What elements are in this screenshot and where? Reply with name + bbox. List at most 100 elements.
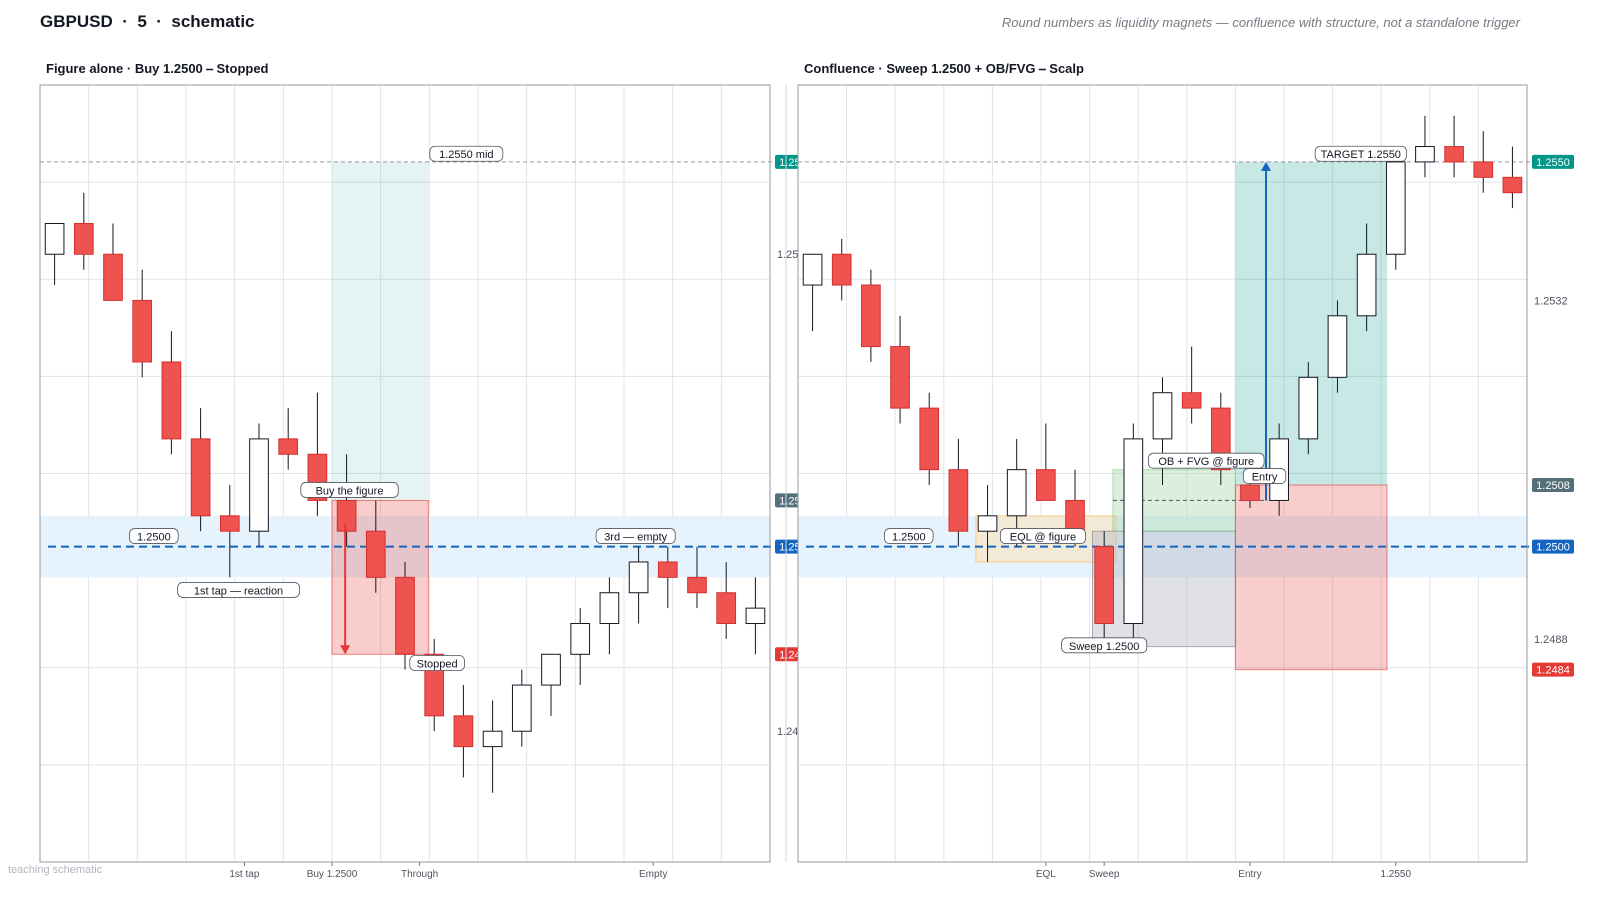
annotation-box xyxy=(884,528,934,544)
bearish-candle xyxy=(1473,161,1494,178)
target-price-tag-text: 1.2550 xyxy=(1536,157,1570,169)
entry-price-tag-text: 1.2508 xyxy=(1536,480,1570,492)
symbol-label: GBPUSD xyxy=(40,12,113,31)
x-tick-label: Empty xyxy=(639,869,667,880)
bearish-candle xyxy=(687,576,707,594)
candles xyxy=(802,115,1523,639)
bullish-candle xyxy=(570,623,591,655)
annotation-box xyxy=(1147,452,1265,469)
stop-zone xyxy=(1234,484,1388,671)
bearish-candle xyxy=(1240,484,1260,501)
x-tick-label: Entry xyxy=(1238,869,1261,880)
annotation-label: 3rd — empty xyxy=(604,532,667,544)
bearish-candle xyxy=(161,361,182,440)
annotation-label: EQL @ figure xyxy=(1010,532,1076,544)
annotation-box xyxy=(129,528,179,544)
annotation-box xyxy=(999,528,1086,544)
bearish-candle xyxy=(365,530,386,578)
annotation-label: Entry xyxy=(1252,472,1278,484)
bearish-candle xyxy=(1094,546,1115,625)
bullish-candle xyxy=(482,730,503,748)
chart-subtitle: Round numbers as liquidity magnets — con… xyxy=(1001,15,1520,30)
bullish-candle xyxy=(541,653,561,686)
arrow-head xyxy=(340,645,351,655)
separator-dot: · xyxy=(151,12,167,31)
bearish-candle xyxy=(831,253,852,286)
bullish-candle xyxy=(628,561,649,594)
bearish-candle xyxy=(336,499,357,532)
bearish-candle xyxy=(890,346,910,409)
bullish-candle xyxy=(1152,392,1173,440)
entry-price-tag xyxy=(1532,478,1574,493)
annotation-box xyxy=(1242,468,1287,484)
x-tick-label: Sweep xyxy=(1089,869,1120,880)
bullish-candle xyxy=(1415,146,1435,163)
bullish-candle xyxy=(802,253,823,286)
bearish-candle xyxy=(716,592,737,625)
arrow-head xyxy=(1261,161,1272,171)
panel-title: Confluence · Sweep 1.2500 + OB/FVG ⎯ Sca… xyxy=(804,61,1084,76)
annotation-box xyxy=(1061,637,1148,654)
x-tick-label: 1.2550 xyxy=(1380,869,1411,880)
plot-frame xyxy=(39,84,771,863)
annotation-label: 1st tap — reaction xyxy=(194,585,283,597)
bearish-candle xyxy=(948,469,969,532)
bullish-candle xyxy=(599,592,620,625)
y-axis-label: 1.2532 xyxy=(1534,295,1568,307)
bearish-candle xyxy=(919,407,940,471)
bullish-candle xyxy=(977,515,998,532)
sweep-zone xyxy=(1092,530,1236,648)
candles xyxy=(44,192,766,793)
annotation-box xyxy=(409,655,465,671)
panel-title: Figure alone · Buy 1.2500 ⎯ Stopped xyxy=(46,61,269,76)
bearish-candle xyxy=(861,284,881,348)
bearish-candle xyxy=(103,253,123,301)
annotation-label: 1.2500 xyxy=(892,532,926,544)
bearish-candle xyxy=(132,299,153,363)
figure-price-tag-text: 1.2500 xyxy=(1536,542,1570,554)
annotation-label: 1.2550 mid xyxy=(439,149,493,161)
bearish-candle xyxy=(1036,469,1056,501)
annotation-label: 1.2500 xyxy=(137,532,171,544)
y-axis-label: 1.2488 xyxy=(1534,634,1568,646)
chart-panel-1: Figure alone · Buy 1.2500 ⎯ Stopped 1st t… xyxy=(39,61,817,880)
bullish-candle xyxy=(1356,253,1377,317)
annotation-label: Sweep 1.2500 xyxy=(1069,641,1139,653)
annotation-box xyxy=(429,145,504,162)
bearish-candle xyxy=(219,515,240,532)
bearish-candle xyxy=(453,715,474,748)
bullish-candle xyxy=(511,684,532,732)
x-tick-label: 1st tap xyxy=(229,869,259,880)
target-zone xyxy=(332,161,429,501)
grid xyxy=(40,85,770,862)
bearish-candle xyxy=(395,576,415,655)
bearish-candle xyxy=(1444,146,1464,163)
annotation-label: Buy the figure xyxy=(316,485,384,497)
annotation-label: OB + FVG @ figure xyxy=(1158,456,1254,468)
bullish-candle xyxy=(1327,315,1348,378)
annotation-box xyxy=(1314,145,1407,162)
bullish-candle xyxy=(249,438,269,532)
separator-dot: · xyxy=(117,12,133,31)
target-price-tag xyxy=(1532,154,1574,169)
chart-panel-2: Confluence · Sweep 1.2500 + OB/FVG ⎯ Sca… xyxy=(797,61,1574,880)
bearish-candle xyxy=(190,438,211,517)
bullish-candle xyxy=(1006,469,1027,517)
bearish-candle xyxy=(1181,392,1202,409)
stop-price-tag-text: 1.2484 xyxy=(1536,665,1570,677)
footer-note: teaching schematic xyxy=(8,864,103,876)
timeframe-label: 5 xyxy=(137,12,147,31)
bullish-candle xyxy=(1123,438,1144,625)
annotation-box xyxy=(177,582,300,598)
x-tick-label: EQL xyxy=(1036,869,1056,880)
bearish-candle xyxy=(1065,499,1085,532)
bullish-candle xyxy=(44,222,65,255)
mode-label: schematic xyxy=(171,12,255,31)
bearish-candle xyxy=(73,222,94,255)
annotation-label: TARGET 1.2550 xyxy=(1321,149,1401,161)
stop-price-tag xyxy=(1532,662,1574,677)
x-tick-label: Through xyxy=(401,869,438,880)
bearish-candle xyxy=(657,561,678,578)
bearish-candle xyxy=(278,438,299,455)
